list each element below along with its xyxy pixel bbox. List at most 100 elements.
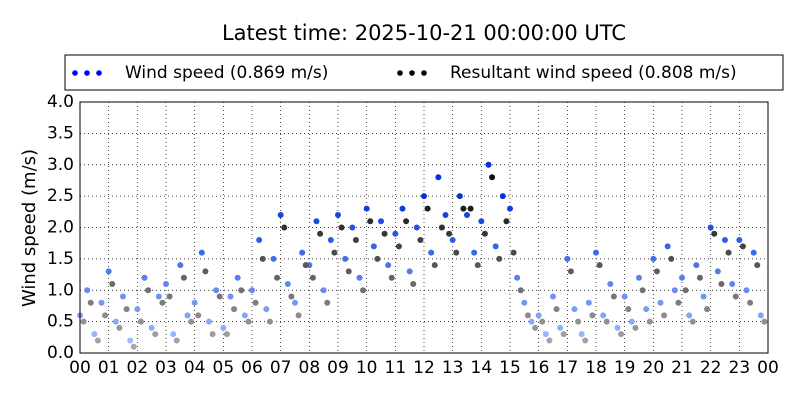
scatter-point	[309, 274, 316, 281]
scatter-point	[378, 218, 384, 225]
scatter-point	[679, 274, 685, 281]
scatter-point	[453, 249, 460, 256]
scatter-point	[632, 324, 639, 331]
y-tick-label: 4.0	[47, 92, 74, 112]
y-tick-label: 3.0	[47, 155, 74, 175]
x-tick-label: 07	[270, 358, 292, 378]
scatter-point	[474, 262, 481, 269]
scatter-point	[112, 318, 119, 325]
scatter-point	[657, 299, 664, 306]
scatter-point	[270, 255, 277, 262]
legend-label: Resultant wind speed (0.808 m/s)	[450, 63, 737, 83]
scatter-point	[492, 243, 499, 250]
y-tick-label: 3.5	[47, 123, 74, 143]
x-tick-label: 22	[700, 358, 722, 378]
scatter-point	[356, 274, 363, 281]
scatter-point	[299, 249, 306, 256]
scatter-point	[155, 293, 162, 300]
x-tick-label: 10	[356, 358, 378, 378]
x-tick-label: 18	[585, 358, 607, 378]
scatter-point	[198, 249, 205, 256]
scatter-point	[682, 287, 689, 294]
scatter-point	[686, 312, 693, 319]
scatter-point	[413, 224, 420, 231]
scatter-point	[134, 306, 141, 313]
scatter-point	[528, 318, 535, 325]
scatter-point	[582, 337, 589, 344]
scatter-point	[643, 306, 650, 313]
scatter-point	[557, 324, 564, 331]
scatter-point	[614, 324, 621, 331]
scatter-point	[696, 274, 703, 281]
legend-marker	[84, 70, 90, 76]
scatter-point	[288, 293, 295, 300]
scatter-point	[87, 299, 94, 306]
x-tick-label: 12	[413, 358, 435, 378]
scatter-point	[618, 331, 625, 338]
scatter-point	[292, 299, 298, 306]
scatter-point	[145, 287, 152, 294]
scatter-point	[743, 287, 750, 294]
scatter-point	[238, 287, 245, 294]
scatter-point	[467, 205, 474, 212]
x-tick-label: 19	[614, 358, 636, 378]
chart-title: Latest time: 2025-10-21 00:00:00 UTC	[222, 21, 626, 45]
scatter-point	[460, 205, 467, 212]
scatter-point	[578, 331, 585, 338]
scatter-point	[546, 337, 553, 344]
scatter-point	[671, 287, 678, 294]
y-tick-label: 2.0	[47, 218, 74, 238]
x-tick-label: 04	[184, 358, 206, 378]
scatter-point	[714, 268, 721, 275]
scatter-point	[722, 237, 728, 244]
scatter-point	[403, 218, 410, 225]
scatter-point	[102, 312, 109, 319]
scatter-point	[456, 193, 463, 200]
x-tick-label: 17	[557, 358, 579, 378]
scatter-point	[589, 312, 596, 319]
scatter-point	[704, 306, 711, 313]
scatter-point	[431, 262, 438, 269]
scatter-point	[489, 174, 496, 181]
plot-frame	[79, 101, 769, 354]
scatter-point	[732, 293, 739, 300]
scatter-point	[148, 324, 155, 331]
scatter-point	[302, 262, 309, 269]
scatter-point	[184, 312, 191, 319]
scatter-point	[661, 312, 668, 319]
scatter-point	[514, 274, 521, 281]
scatter-point	[266, 318, 273, 325]
scatter-point	[410, 280, 417, 287]
scatter-point	[274, 274, 281, 281]
scatter-point	[596, 262, 603, 269]
scatter-point	[202, 268, 209, 275]
scatter-point	[417, 237, 424, 244]
scatter-point	[363, 205, 370, 212]
y-tick-label: 1.5	[47, 249, 74, 269]
scatter-point	[593, 249, 599, 256]
scatter-point	[653, 268, 660, 275]
scatter-point	[750, 249, 757, 256]
scatter-point	[725, 249, 732, 256]
x-tick-label: 13	[442, 358, 464, 378]
scatter-point	[370, 243, 377, 250]
x-tick-label: 16	[528, 358, 550, 378]
scatter-point	[177, 262, 184, 269]
scatter-point	[664, 243, 671, 250]
scatter-point	[220, 324, 227, 331]
scatter-point	[564, 255, 571, 262]
x-tick-label: 00	[757, 358, 779, 378]
x-tick-label: 03	[155, 358, 177, 378]
x-tick-label: 14	[471, 358, 493, 378]
scatter-point	[120, 293, 126, 300]
scatter-point	[123, 306, 130, 313]
scatter-point	[109, 280, 116, 287]
y-tick-label: 1.0	[47, 280, 74, 300]
scatter-point	[213, 287, 220, 294]
scatter-point	[399, 205, 406, 212]
scatter-point	[693, 262, 700, 269]
x-tick-label: 20	[643, 358, 665, 378]
scatter-point	[231, 306, 238, 313]
scatter-point	[442, 211, 449, 218]
